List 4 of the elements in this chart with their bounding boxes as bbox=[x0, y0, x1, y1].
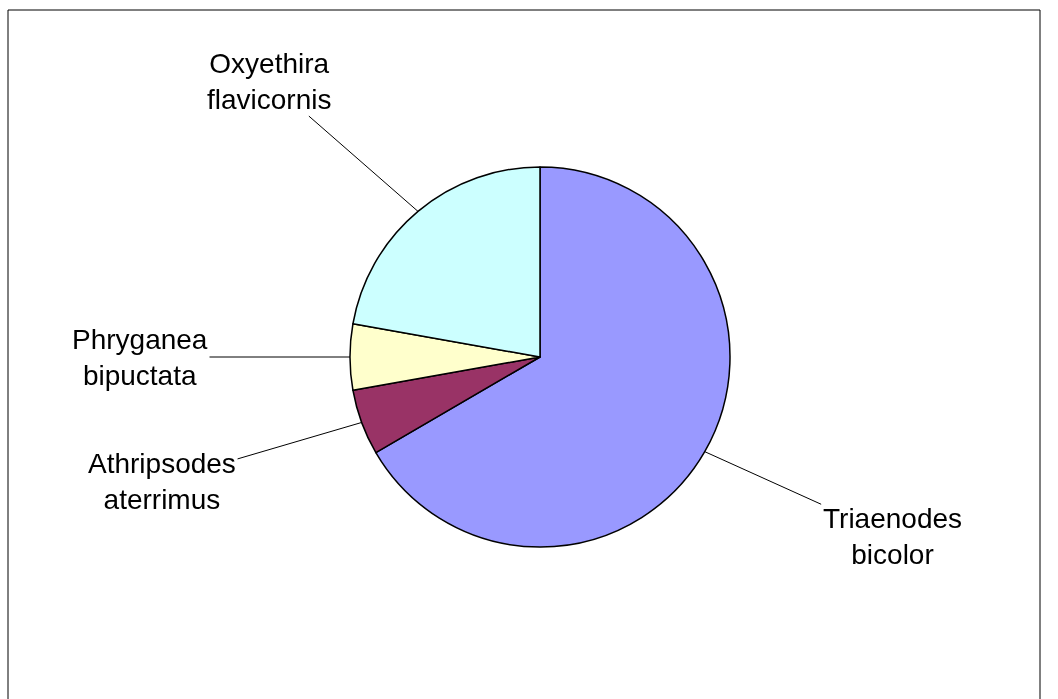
slice-label: Triaenodes bicolor bbox=[823, 503, 963, 571]
slice-label: Oxyethira flavicornis bbox=[207, 48, 332, 116]
slice-label: Athripsodes aterrimus bbox=[88, 448, 236, 516]
slice-label: Phryganea bipuctata bbox=[72, 324, 208, 392]
